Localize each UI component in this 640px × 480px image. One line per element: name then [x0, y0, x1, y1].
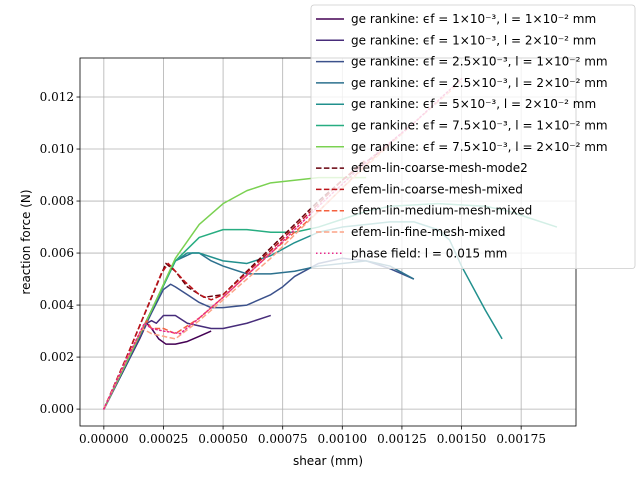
y-tick-label: 0.008 — [40, 194, 74, 208]
legend-label: ge rankine: ϵf = 1×10⁻³, l = 1×10⁻² mm — [351, 12, 596, 26]
series-line-8 — [103, 158, 367, 410]
x-tick-label: 0.00125 — [377, 432, 427, 446]
y-tick-label: 0.006 — [40, 246, 74, 260]
x-tick-label: 0.00150 — [437, 432, 487, 446]
ticks: 0.00000 0.00025 0.00050 0.00075 0.00100 0.001… — [40, 90, 546, 446]
legend-label: ge rankine: ϵf = 7.5×10⁻³, l = 2×10⁻² mm — [351, 140, 608, 154]
x-tick-label: 0.00075 — [258, 432, 308, 446]
x-tick-label: 0.00000 — [79, 432, 129, 446]
legend-box — [310, 4, 636, 270]
legend-label: efem-lin-fine-mesh-mixed — [351, 225, 506, 239]
x-tick-label: 0.00050 — [198, 432, 248, 446]
x-tick-label: 0.00025 — [139, 432, 189, 446]
y-tick-label: 0.012 — [40, 90, 74, 104]
x-axis-label: shear (mm) — [293, 454, 363, 468]
legend-label: ge rankine: ϵf = 2.5×10⁻³, l = 2×10⁻² mm — [351, 76, 608, 90]
legend-label: ge rankine: ϵf = 2.5×10⁻³, l = 1×10⁻² mm — [351, 55, 608, 69]
x-tick-label: 0.00175 — [496, 432, 546, 446]
y-tick-label: 0.010 — [40, 142, 74, 156]
legend-label: efem-lin-coarse-mesh-mode2 — [351, 161, 528, 175]
legend-label: efem-lin-coarse-mesh-mixed — [351, 182, 523, 196]
legend-label: phase field: l = 0.015 mm — [351, 246, 507, 260]
y-tick-label: 0.004 — [40, 298, 75, 312]
legend-label: efem-lin-medium-mesh-mixed — [351, 204, 532, 218]
x-tick-label: 0.00100 — [317, 432, 367, 446]
y-tick-label: 0.000 — [40, 402, 74, 416]
legend-label: ge rankine: ϵf = 5×10⁻³, l = 2×10⁻² mm — [351, 97, 596, 111]
legend-label: ge rankine: ϵf = 1×10⁻³, l = 2×10⁻² mm — [351, 33, 596, 47]
y-tick-label: 0.002 — [40, 350, 74, 364]
y-axis-label: reaction force (N) — [19, 189, 33, 294]
legend: ge rankine: ϵf = 1×10⁻³, l = 1×10⁻² mm ge… — [310, 4, 636, 270]
legend-label: ge rankine: ϵf = 7.5×10⁻³, l = 1×10⁻² mm — [351, 119, 608, 133]
